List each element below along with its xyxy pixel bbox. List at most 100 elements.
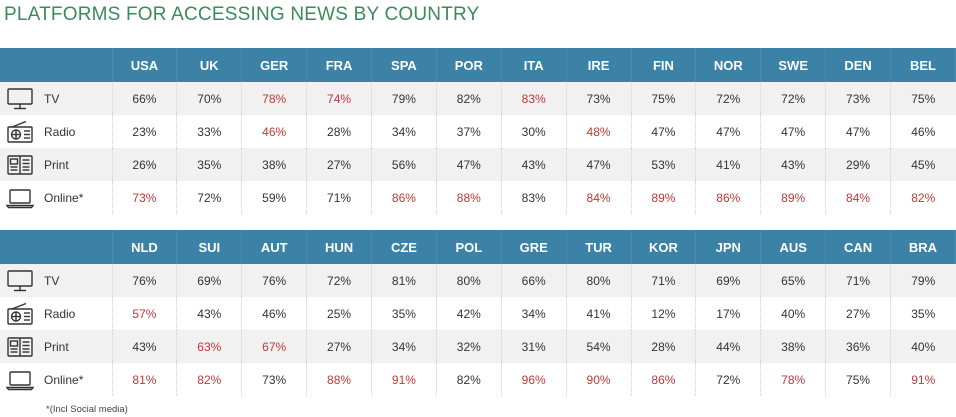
country-header-aus: AUS (760, 230, 827, 264)
value-cell: 47% (760, 115, 827, 148)
country-header-nor: NOR (695, 48, 762, 82)
value-cell: 56% (371, 148, 437, 181)
value-cell: 27% (825, 297, 891, 330)
newspaper-icon (6, 153, 34, 177)
value-cell: 72% (306, 264, 372, 297)
value-cell: 28% (306, 115, 372, 148)
value-cell: 66% (501, 264, 567, 297)
platform-label: Radio (44, 306, 76, 321)
platform-row: Print 43% 63% 67% 27% 34% 32% 31% 54% 28% 44% 38% 36… (0, 330, 956, 363)
value-cell: 53% (631, 148, 697, 181)
value-cell: 46% (241, 297, 308, 330)
country-header-swe: SWE (760, 48, 827, 82)
value-cell: 78% (241, 82, 308, 115)
value-cell: 43% (176, 297, 243, 330)
value-cell: 91% (911, 372, 936, 387)
value-cell: 70% (176, 82, 243, 115)
value-cell: 84% (825, 181, 891, 214)
value-cell: 12% (631, 297, 697, 330)
country-header-row: USA UK GER FRA SPA POR ITA IRE FIN NOR SWE DEN BEL (0, 48, 956, 82)
value-cell: 46% (911, 124, 936, 139)
value-cell: 88% (436, 181, 502, 214)
country-header-tur: TUR (566, 230, 632, 264)
value-cell: 26% (112, 148, 178, 181)
value-cell: 75% (825, 363, 891, 396)
value-cell: 17% (695, 297, 762, 330)
value-cell: 33% (176, 115, 243, 148)
value-cell: 65% (760, 264, 827, 297)
value-cell: 73% (112, 181, 178, 214)
platform-row: Print 26% 35% 38% 27% 56% 47% 43% 47% 53% 41% 43% 29… (0, 148, 956, 181)
value-cell: 73% (241, 363, 308, 396)
value-cell: 32% (436, 330, 502, 363)
value-cell: 34% (501, 297, 567, 330)
value-cell: 29% (825, 148, 891, 181)
platform-label: Print (44, 339, 69, 354)
platform-label-cell: TV (0, 264, 113, 297)
value-cell: 71% (825, 264, 891, 297)
value-cell: 83% (501, 181, 567, 214)
value-cell: 63% (176, 330, 243, 363)
value-cell: 30% (501, 115, 567, 148)
platform-label: Print (44, 157, 69, 172)
country-header-ire: IRE (566, 48, 632, 82)
value-cell: 57% (112, 297, 178, 330)
country-header-nld: NLD (112, 230, 178, 264)
platform-label-cell: Radio (0, 297, 113, 330)
value-cell: 82% (436, 363, 502, 396)
value-cell: 35% (371, 297, 437, 330)
value-cell: 83% (501, 82, 567, 115)
value-cell: 89% (760, 181, 827, 214)
value-cell: 72% (695, 82, 762, 115)
value-cell: 47% (825, 115, 891, 148)
country-header-uk: UK (176, 48, 243, 82)
footnote: *(Incl Social media) (46, 404, 128, 415)
page-title: PLATFORMS FOR ACCESSING NEWS BY COUNTRY (4, 4, 480, 25)
platform-label-cell: Print (0, 148, 113, 181)
value-cell: 71% (306, 181, 372, 214)
laptop-icon (6, 368, 34, 392)
platform-row: Online* 73% 72% 59% 71% 86% 88% 83% 84% 89% 86% 89%… (0, 181, 956, 214)
value-cell: 96% (501, 363, 567, 396)
value-cell: 86% (695, 181, 762, 214)
value-cell: 43% (112, 330, 178, 363)
country-header-por: POR (436, 48, 502, 82)
country-header-aut: AUT (241, 230, 308, 264)
value-cell: 76% (112, 264, 178, 297)
country-header-ita: ITA (501, 48, 567, 82)
value-cell: 69% (176, 264, 243, 297)
country-header-bel: BEL (890, 48, 956, 82)
platform-row: TV 66% 70% 78% 74% 79% 82% 83% 73% 75% 72% 72% 73% 75… (0, 82, 956, 115)
platform-label-cell: TV (0, 82, 113, 115)
radio-icon (6, 120, 34, 144)
value-cell: 78% (760, 363, 827, 396)
value-cell: 35% (176, 148, 243, 181)
tv-icon (6, 269, 34, 293)
value-cell: 73% (566, 82, 632, 115)
radio-icon (6, 302, 34, 326)
value-cell: 79% (371, 82, 437, 115)
country-header-row: NLD SUI AUT HUN CZE POL GRE TUR KOR JPN AUS CAN BRA (0, 230, 956, 264)
value-cell: 43% (501, 148, 567, 181)
value-cell: 81% (371, 264, 437, 297)
value-cell: 82% (176, 363, 243, 396)
country-header-spa: SPA (371, 48, 437, 82)
platforms-table-2: NLD SUI AUT HUN CZE POL GRE TUR KOR JPN AUS CAN BRA … (0, 230, 956, 396)
value-cell: 84% (566, 181, 632, 214)
value-cell: 47% (631, 115, 697, 148)
value-cell: 41% (695, 148, 762, 181)
value-cell: 36% (825, 330, 891, 363)
country-header-gre: GRE (501, 230, 567, 264)
value-cell: 72% (695, 363, 762, 396)
value-cell: 81% (112, 363, 178, 396)
value-cell: 80% (436, 264, 502, 297)
country-header-usa: USA (112, 48, 178, 82)
value-cell: 38% (241, 148, 308, 181)
country-header-pol: POL (436, 230, 502, 264)
country-header-ger: GER (241, 48, 308, 82)
value-cell: 48% (566, 115, 632, 148)
value-cell: 72% (176, 181, 243, 214)
value-cell: 82% (436, 82, 502, 115)
value-cell: 45% (911, 157, 936, 172)
newspaper-icon (6, 335, 34, 359)
